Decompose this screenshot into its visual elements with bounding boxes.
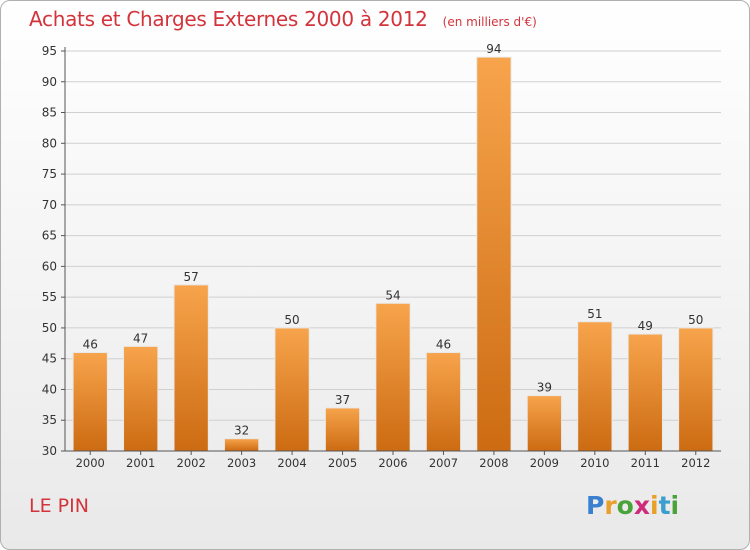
y-tick-label: 85 <box>42 106 57 120</box>
y-tick-label: 60 <box>42 259 57 273</box>
x-tick-label: 2009 <box>530 456 559 470</box>
y-tick-label: 80 <box>42 136 57 150</box>
bar-value-label: 50 <box>688 313 703 327</box>
logo-letter: i <box>650 491 659 520</box>
bar <box>123 345 159 452</box>
bar <box>425 352 462 452</box>
bar <box>72 352 108 452</box>
chart-title: Achats et Charges Externes 2000 à 2012 <box>29 7 428 31</box>
axes: 30 35 40 45 50 55 60 65 70 75 80 85 90 95 2000 2001 2002… <box>42 44 721 470</box>
bar-value-label: 39 <box>537 381 552 395</box>
bar <box>375 302 411 452</box>
bar <box>627 333 663 452</box>
bar-value-label: 94 <box>486 42 501 56</box>
logo-letter: x <box>633 491 650 520</box>
x-tick-label: 2005 <box>328 456 357 470</box>
chart-title-block: Achats et Charges Externes 2000 à 2012 (… <box>29 7 537 31</box>
bar-value-label: 47 <box>133 331 148 345</box>
y-tick-label: 40 <box>42 382 57 396</box>
logo-letter: r <box>604 491 617 520</box>
x-tick-label: 2003 <box>227 456 256 470</box>
bar-value-label: 32 <box>234 424 249 438</box>
logo-letter: i <box>670 491 680 520</box>
x-tick-label: 2007 <box>429 456 458 470</box>
x-tick-label: 2001 <box>126 456 155 470</box>
bar-value-label: 57 <box>184 270 199 284</box>
bar-value-label: 54 <box>385 288 400 302</box>
bar-value-label: 49 <box>638 319 653 333</box>
bar <box>223 438 260 452</box>
bar <box>476 56 512 452</box>
bar <box>324 407 361 452</box>
bar-value-label: 46 <box>436 338 451 352</box>
x-tick-label: 2002 <box>177 456 206 470</box>
bar <box>678 327 714 452</box>
y-tick-label: 30 <box>42 444 57 458</box>
proxiti-logo: Proxiti <box>586 491 679 520</box>
bar <box>577 321 613 452</box>
x-tick-label: 2012 <box>681 456 710 470</box>
y-tick-label: 35 <box>42 413 57 427</box>
y-tick-label: 75 <box>42 167 57 181</box>
x-tick-label: 2010 <box>580 456 609 470</box>
bar <box>173 284 209 452</box>
x-tick-label: 2006 <box>378 456 407 470</box>
bar <box>274 327 310 452</box>
x-tick-label: 2011 <box>631 456 660 470</box>
x-tick-label: 2000 <box>76 456 105 470</box>
logo-letter: o <box>616 491 634 520</box>
bar-value-label: 51 <box>587 307 602 321</box>
y-tick-label: 55 <box>42 290 57 304</box>
chart-unit: (en milliers d'€) <box>442 15 537 29</box>
logo-letter: t <box>658 491 671 520</box>
place-name: LE PIN <box>29 495 89 517</box>
bar <box>526 395 563 452</box>
y-tick-label: 45 <box>42 352 57 366</box>
bar-value-label: 46 <box>83 338 98 352</box>
x-tick-label: 2004 <box>277 456 306 470</box>
y-tick-label: 95 <box>42 44 57 58</box>
y-tick-label: 65 <box>42 229 57 243</box>
logo-letter: P <box>586 491 605 520</box>
y-tick-label: 90 <box>42 75 57 89</box>
bar-value-label: 37 <box>335 393 350 407</box>
y-tick-label: 70 <box>42 198 57 212</box>
bar-value-label: 50 <box>284 313 299 327</box>
x-tick-label: 2008 <box>479 456 508 470</box>
y-tick-label: 50 <box>42 321 57 335</box>
